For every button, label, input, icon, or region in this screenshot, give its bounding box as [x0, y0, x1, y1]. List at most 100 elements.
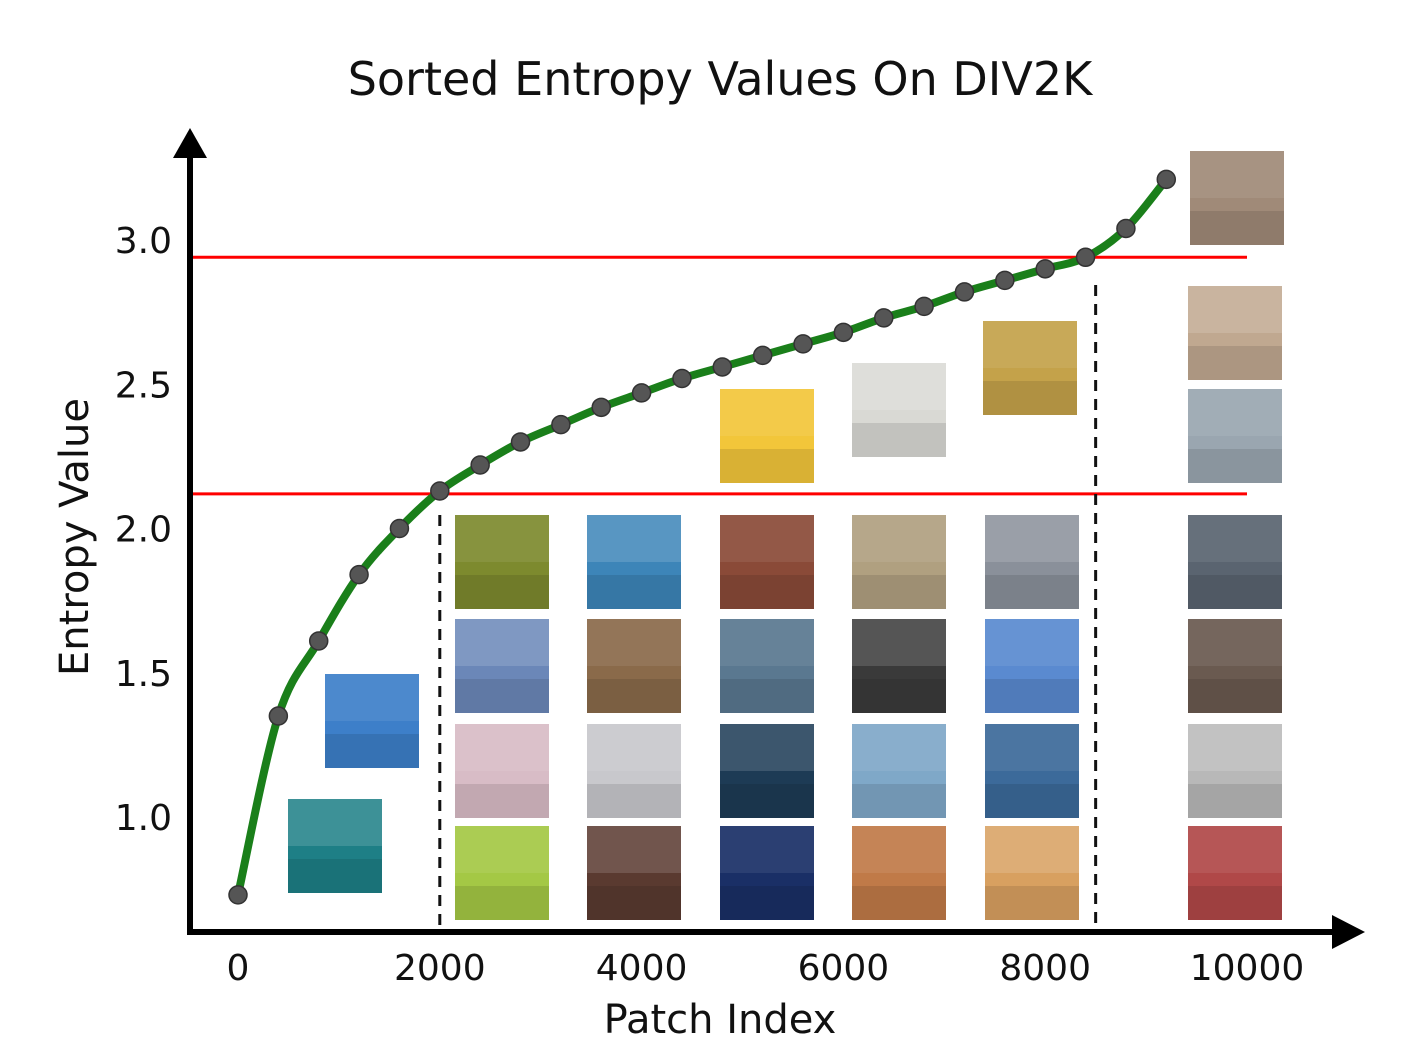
- patch-fill: [852, 515, 946, 609]
- patch-shade: [587, 679, 681, 713]
- patch-highlight: [985, 515, 1079, 562]
- patch-fill: [720, 724, 814, 818]
- patch-fill: [852, 826, 946, 920]
- patch-shade: [1188, 886, 1282, 920]
- patch-thumbnail: [985, 515, 1079, 609]
- patch-thumbnail: [1188, 724, 1282, 818]
- patch-thumbnail: [985, 619, 1079, 713]
- data-point: [1116, 218, 1136, 239]
- patch-shade: [455, 679, 549, 713]
- patch-highlight: [852, 826, 946, 873]
- patch-highlight: [852, 724, 946, 771]
- patch-fill: [1188, 286, 1282, 380]
- patch-fill: [587, 515, 681, 609]
- data-point: [1075, 247, 1096, 268]
- patch-shade: [455, 886, 549, 920]
- patch-shade: [985, 886, 1079, 920]
- tick-labels: 0 2000 4000 6000 8000 10000 1.0 1.5 2.0 2.5 3.0: [115, 221, 1305, 989]
- patch-highlight: [852, 363, 946, 410]
- patch-thumbnail: [455, 619, 549, 713]
- patch-thumbnail: [455, 515, 549, 609]
- patch-highlight: [720, 515, 814, 562]
- y-tick-label: 2.5: [115, 365, 172, 406]
- data-point: [551, 414, 571, 435]
- y-tick-label: 2.0: [115, 510, 172, 551]
- patch-highlight: [1188, 724, 1282, 771]
- data-point: [1156, 169, 1177, 190]
- patch-highlight: [288, 799, 382, 846]
- data-point: [672, 368, 692, 389]
- patch-highlight: [587, 826, 681, 873]
- patch-shade: [720, 449, 814, 483]
- entropy-series: [228, 169, 1177, 905]
- patch-highlight: [1190, 151, 1284, 198]
- patch-thumbnail: [720, 389, 814, 483]
- patch-shade: [587, 784, 681, 818]
- data-point: [631, 383, 652, 403]
- patch-shade: [1188, 346, 1282, 380]
- patch-thumbnail: [587, 724, 681, 818]
- patch-highlight: [455, 515, 549, 562]
- data-point: [510, 432, 531, 452]
- patch-highlight: [720, 724, 814, 771]
- threshold-lines: [192, 255, 1247, 496]
- patch-fill: [720, 619, 814, 713]
- data-point: [430, 481, 450, 501]
- patch-shade: [852, 423, 946, 457]
- patch-fill: [1190, 151, 1284, 245]
- patch-thumbnail: [720, 826, 814, 920]
- y-axis-arrow: [173, 128, 207, 158]
- patch-shade: [852, 575, 946, 609]
- x-tick-label: 0: [227, 948, 250, 989]
- patch-highlight: [985, 724, 1079, 771]
- patch-shade: [587, 575, 681, 609]
- data-point: [995, 270, 1015, 291]
- patch-fill: [985, 826, 1079, 920]
- patch-fill: [455, 724, 549, 818]
- patch-fill: [985, 515, 1079, 609]
- data-point: [591, 397, 611, 418]
- patch-thumbnail: [985, 724, 1079, 818]
- patch-thumbnail: [587, 619, 681, 713]
- patch-fill: [1188, 619, 1282, 713]
- patch-shade: [455, 784, 549, 818]
- data-point: [752, 345, 773, 366]
- patch-thumbnail: [852, 619, 946, 713]
- patch-shade: [720, 886, 814, 920]
- y-tick-label: 3.0: [115, 221, 172, 262]
- patch-shade: [455, 575, 549, 609]
- patch-thumbnail: [1190, 151, 1284, 245]
- patch-highlight: [1188, 515, 1282, 562]
- patch-shade: [983, 381, 1077, 415]
- data-point: [349, 564, 369, 585]
- y-tick-label: 1.0: [115, 798, 172, 839]
- patch-fill: [1188, 515, 1282, 609]
- data-point: [1035, 259, 1055, 279]
- patch-shade: [587, 886, 681, 920]
- patch-shade: [852, 886, 946, 920]
- patch-fill: [455, 826, 549, 920]
- data-point: [470, 455, 490, 475]
- x-tick-label: 4000: [596, 948, 688, 989]
- patch-shade: [720, 575, 814, 609]
- x-tick-label: 6000: [798, 948, 890, 989]
- data-point: [874, 308, 894, 328]
- patch-thumbnail: [455, 826, 549, 920]
- x-axis-label: Patch Index: [604, 997, 837, 1043]
- patch-thumbnail: [587, 515, 681, 609]
- patch-highlight: [587, 724, 681, 771]
- patch-fill: [852, 363, 946, 457]
- patch-fill: [1188, 826, 1282, 920]
- data-point: [793, 334, 813, 354]
- data-point: [308, 631, 329, 651]
- patch-fill: [852, 619, 946, 713]
- patch-shade: [325, 734, 419, 768]
- patch-fill: [325, 674, 419, 768]
- patch-thumbnail: [325, 674, 419, 768]
- chart-title: Sorted Entropy Values On DIV2K: [348, 52, 1094, 106]
- patch-highlight: [720, 826, 814, 873]
- y-axis-label: Entropy Value: [52, 398, 98, 676]
- patch-highlight: [983, 321, 1077, 368]
- patch-shade: [985, 679, 1079, 713]
